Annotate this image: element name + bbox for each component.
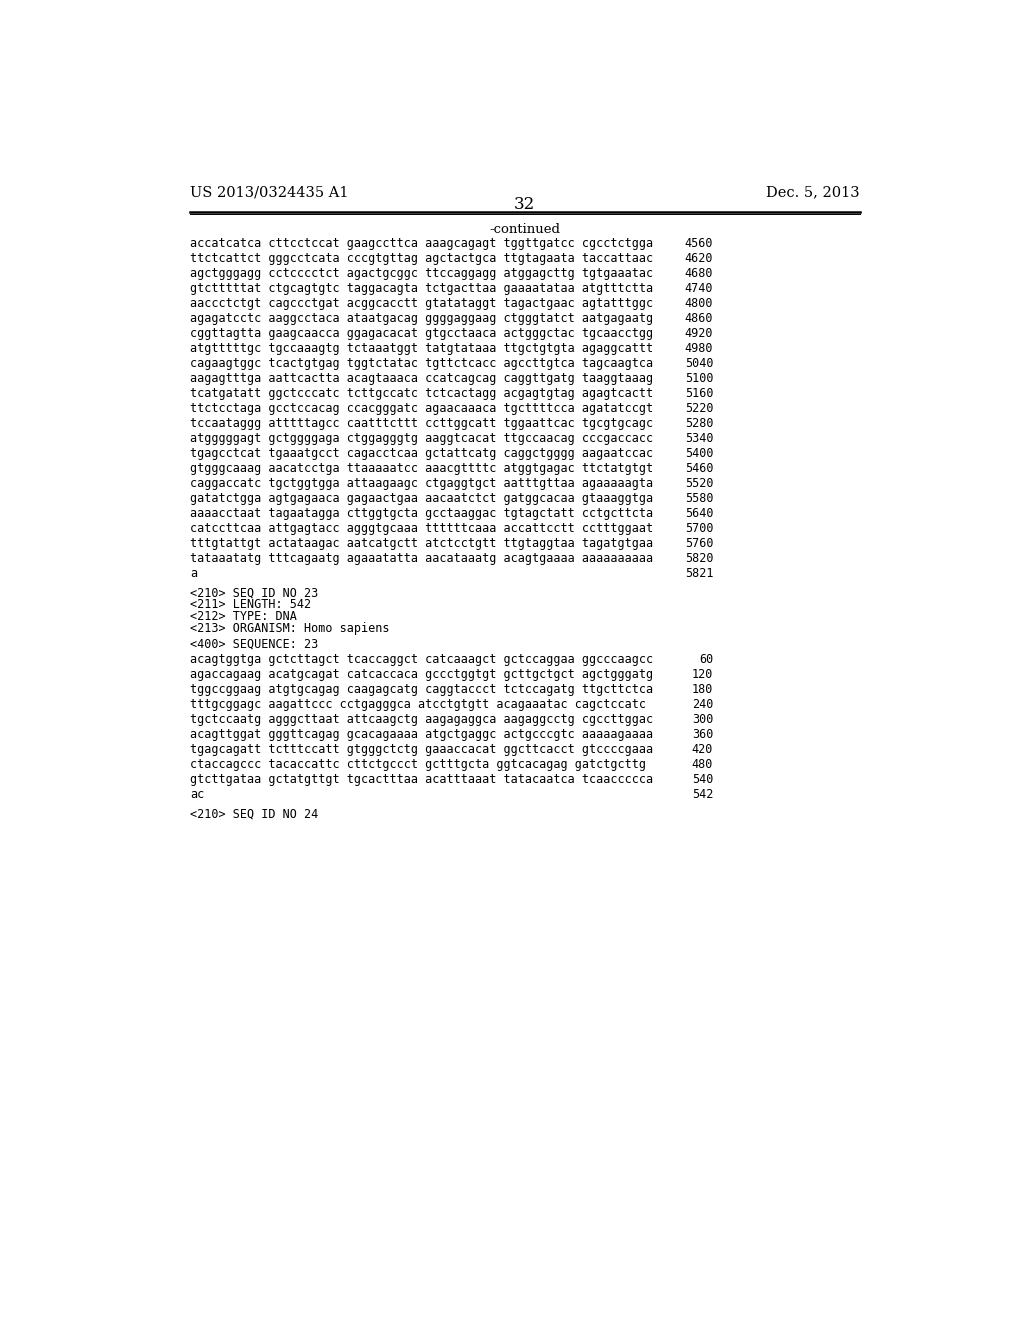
Text: -continued: -continued [489,223,560,236]
Text: tttgtattgt actataagac aatcatgctt atctcctgtt ttgtaggtaa tagatgtgaa: tttgtattgt actataagac aatcatgctt atctcct… [190,537,653,550]
Text: 5160: 5160 [685,387,713,400]
Text: tgagcctcat tgaaatgcct cagacctcaa gctattcatg caggctgggg aagaatccac: tgagcctcat tgaaatgcct cagacctcaa gctattc… [190,447,653,461]
Text: agagatcctc aaggcctaca ataatgacag ggggaggaag ctgggtatct aatgagaatg: agagatcctc aaggcctaca ataatgacag ggggagg… [190,312,653,325]
Text: a: a [190,568,198,581]
Text: acagtggtga gctcttagct tcaccaggct catcaaagct gctccaggaa ggcccaagcc: acagtggtga gctcttagct tcaccaggct catcaaa… [190,653,653,665]
Text: ac: ac [190,788,204,801]
Text: 60: 60 [698,653,713,665]
Text: 5821: 5821 [685,568,713,581]
Text: 4920: 4920 [685,327,713,341]
Text: 4800: 4800 [685,297,713,310]
Text: 120: 120 [692,668,713,681]
Text: 5640: 5640 [685,507,713,520]
Text: 5400: 5400 [685,447,713,461]
Text: agctgggagg cctcccctct agactgcggc ttccaggagg atggagcttg tgtgaaatac: agctgggagg cctcccctct agactgcggc ttccagg… [190,267,653,280]
Text: tataaatatg tttcagaatg agaaatatta aacataaatg acagtgaaaa aaaaaaaaaa: tataaatatg tttcagaatg agaaatatta aacataa… [190,552,653,565]
Text: 5280: 5280 [685,417,713,430]
Text: ttctcctaga gcctccacag ccacgggatc agaacaaaca tgcttttcca agatatccgt: ttctcctaga gcctccacag ccacgggatc agaacaa… [190,403,653,414]
Text: cagaagtggc tcactgtgag tggtctatac tgttctcacc agccttgtca tagcaagtca: cagaagtggc tcactgtgag tggtctatac tgttctc… [190,358,653,370]
Text: gtgggcaaag aacatcctga ttaaaaatcc aaacgttttc atggtgagac ttctatgtgt: gtgggcaaag aacatcctga ttaaaaatcc aaacgtt… [190,462,653,475]
Text: 4680: 4680 [685,267,713,280]
Text: caggaccatc tgctggtgga attaagaagc ctgaggtgct aatttgttaa agaaaaagta: caggaccatc tgctggtgga attaagaagc ctgaggt… [190,478,653,490]
Text: tttgcggagc aagattccc cctgagggca atcctgtgtt acagaaatac cagctccatc: tttgcggagc aagattccc cctgagggca atcctgtg… [190,698,646,710]
Text: ctaccagccc tacaccattc cttctgccct gctttgcta ggtcacagag gatctgcttg: ctaccagccc tacaccattc cttctgccct gctttgc… [190,758,646,771]
Text: 4620: 4620 [685,252,713,265]
Text: 4560: 4560 [685,238,713,249]
Text: atgggggagt gctggggaga ctggagggtg aaggtcacat ttgccaacag cccgaccacc: atgggggagt gctggggaga ctggagggtg aaggtca… [190,432,653,445]
Text: 5580: 5580 [685,492,713,506]
Text: <212> TYPE: DNA: <212> TYPE: DNA [190,610,297,623]
Text: 480: 480 [692,758,713,771]
Text: <210> SEQ ID NO 24: <210> SEQ ID NO 24 [190,808,318,821]
Text: 5220: 5220 [685,403,713,414]
Text: 300: 300 [692,713,713,726]
Text: tgctccaatg agggcttaat attcaagctg aagagaggca aagaggcctg cgccttggac: tgctccaatg agggcttaat attcaagctg aagagag… [190,713,653,726]
Text: <210> SEQ ID NO 23: <210> SEQ ID NO 23 [190,587,318,599]
Text: cggttagtta gaagcaacca ggagacacat gtgcctaaca actgggctac tgcaacctgg: cggttagtta gaagcaacca ggagacacat gtgccta… [190,327,653,341]
Text: 540: 540 [692,774,713,785]
Text: 5700: 5700 [685,523,713,535]
Text: gtctttttat ctgcagtgtc taggacagta tctgacttaa gaaaatataa atgtttctta: gtctttttat ctgcagtgtc taggacagta tctgact… [190,282,653,294]
Text: atgtttttgc tgccaaagtg tctaaatggt tatgtataaa ttgctgtgta agaggcattt: atgtttttgc tgccaaagtg tctaaatggt tatgtat… [190,342,653,355]
Text: 5520: 5520 [685,478,713,490]
Text: 4860: 4860 [685,312,713,325]
Text: catccttcaa attgagtacc agggtgcaaa ttttttcaaa accattcctt cctttggaat: catccttcaa attgagtacc agggtgcaaa ttttttc… [190,523,653,535]
Text: aagagtttga aattcactta acagtaaaca ccatcagcag caggttgatg taaggtaaag: aagagtttga aattcactta acagtaaaca ccatcag… [190,372,653,385]
Text: 542: 542 [692,788,713,801]
Text: tcatgatatt ggctcccatc tcttgccatc tctcactagg acgagtgtag agagtcactt: tcatgatatt ggctcccatc tcttgccatc tctcact… [190,387,653,400]
Text: Dec. 5, 2013: Dec. 5, 2013 [766,185,859,199]
Text: 5100: 5100 [685,372,713,385]
Text: accatcatca cttcctccat gaagccttca aaagcagagt tggttgatcc cgcctctgga: accatcatca cttcctccat gaagccttca aaagcag… [190,238,653,249]
Text: acagttggat gggttcagag gcacagaaaa atgctgaggc actgcccgtc aaaaagaaaa: acagttggat gggttcagag gcacagaaaa atgctga… [190,727,653,741]
Text: <213> ORGANISM: Homo sapiens: <213> ORGANISM: Homo sapiens [190,622,389,635]
Text: <400> SEQUENCE: 23: <400> SEQUENCE: 23 [190,638,318,651]
Text: 5340: 5340 [685,432,713,445]
Text: 4740: 4740 [685,282,713,294]
Text: tggccggaag atgtgcagag caagagcatg caggtaccct tctccagatg ttgcttctca: tggccggaag atgtgcagag caagagcatg caggtac… [190,682,653,696]
Text: US 2013/0324435 A1: US 2013/0324435 A1 [190,185,348,199]
Text: 360: 360 [692,727,713,741]
Text: 4980: 4980 [685,342,713,355]
Text: gatatctgga agtgagaaca gagaactgaa aacaatctct gatggcacaa gtaaaggtga: gatatctgga agtgagaaca gagaactgaa aacaatc… [190,492,653,506]
Text: 5760: 5760 [685,537,713,550]
Text: 5460: 5460 [685,462,713,475]
Text: tgagcagatt tctttccatt gtgggctctg gaaaccacat ggcttcacct gtccccgaaa: tgagcagatt tctttccatt gtgggctctg gaaacca… [190,743,653,756]
Text: aaccctctgt cagccctgat acggcacctt gtatataggt tagactgaac agtatttggc: aaccctctgt cagccctgat acggcacctt gtatata… [190,297,653,310]
Text: aaaacctaat tagaatagga cttggtgcta gcctaaggac tgtagctatt cctgcttcta: aaaacctaat tagaatagga cttggtgcta gcctaag… [190,507,653,520]
Text: 32: 32 [514,197,536,213]
Text: 240: 240 [692,698,713,710]
Text: 420: 420 [692,743,713,756]
Text: agaccagaag acatgcagat catcaccaca gccctggtgt gcttgctgct agctgggatg: agaccagaag acatgcagat catcaccaca gccctgg… [190,668,653,681]
Text: 180: 180 [692,682,713,696]
Text: <211> LENGTH: 542: <211> LENGTH: 542 [190,598,311,611]
Text: 5820: 5820 [685,552,713,565]
Text: tccaataggg atttttagcc caatttcttt ccttggcatt tggaattcac tgcgtgcagc: tccaataggg atttttagcc caatttcttt ccttggc… [190,417,653,430]
Text: gtcttgataa gctatgttgt tgcactttaa acatttaaat tatacaatca tcaaccccca: gtcttgataa gctatgttgt tgcactttaa acattta… [190,774,653,785]
Text: 5040: 5040 [685,358,713,370]
Text: ttctcattct gggcctcata cccgtgttag agctactgca ttgtagaata taccattaac: ttctcattct gggcctcata cccgtgttag agctact… [190,252,653,265]
